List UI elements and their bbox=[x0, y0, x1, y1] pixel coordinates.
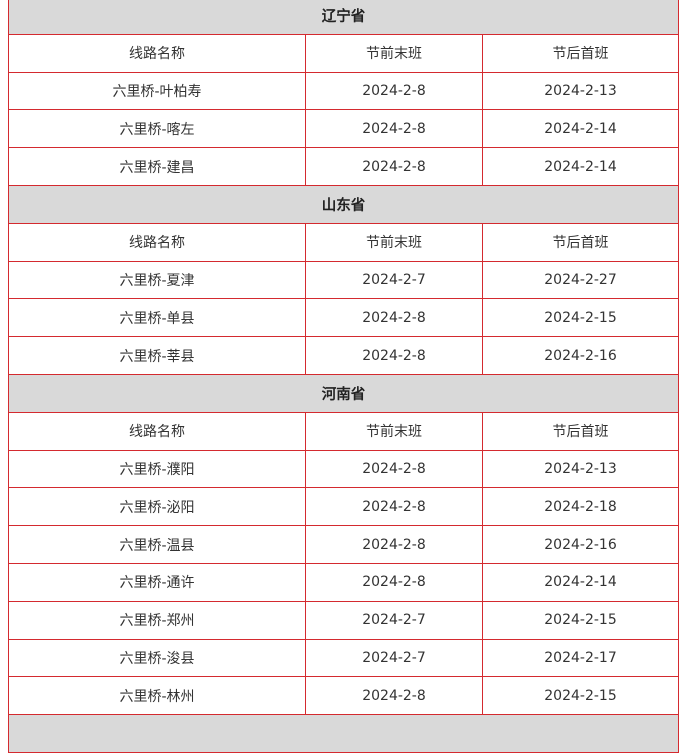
table-row: 六里桥-浚县 2024-2-7 2024-2-17 bbox=[8, 638, 680, 678]
province-header-row: 山东省 bbox=[7, 184, 680, 224]
last-departure-before-holiday: 2024-2-8 bbox=[305, 109, 483, 149]
table-row: 六里桥-濮阳 2024-2-8 2024-2-13 bbox=[8, 449, 680, 489]
last-departure-before-holiday: 2024-2-8 bbox=[305, 487, 483, 527]
table-row: 六里桥-建昌 2024-2-8 2024-2-14 bbox=[8, 147, 680, 186]
route-name: 六里桥-泌阳 bbox=[8, 487, 306, 527]
last-departure-before-holiday: 2024-2-8 bbox=[305, 676, 483, 716]
route-name: 六里桥-单县 bbox=[8, 298, 306, 338]
route-name: 六里桥-夏津 bbox=[8, 260, 306, 300]
table-row: 六里桥-莘县 2024-2-8 2024-2-16 bbox=[8, 336, 680, 375]
table-row: 六里桥-喀左 2024-2-8 2024-2-14 bbox=[8, 109, 680, 149]
first-departure-after-holiday: 2024-2-17 bbox=[481, 638, 680, 678]
route-name: 六里桥-叶柏寿 bbox=[8, 71, 306, 111]
last-departure-before-holiday: 2024-2-8 bbox=[305, 71, 483, 111]
schedule-table-container: 辽宁省 线路名称 节前末班 节后首班 六里桥-叶柏寿 2024-2-8 2024-2-13 六… bbox=[7, 0, 680, 753]
table-row: 六里桥-温县 2024-2-8 2024-2-16 bbox=[8, 525, 680, 564]
first-after-holiday-header: 节后首班 bbox=[481, 411, 680, 451]
last-departure-before-holiday: 2024-2-7 bbox=[305, 260, 483, 300]
province-title bbox=[7, 714, 680, 753]
first-after-holiday-header: 节后首班 bbox=[481, 222, 680, 262]
last-before-holiday-header: 节前末班 bbox=[305, 411, 483, 451]
table-row: 六里桥-泌阳 2024-2-8 2024-2-18 bbox=[8, 487, 680, 527]
last-departure-before-holiday: 2024-2-8 bbox=[305, 562, 483, 602]
next-province-header-row bbox=[7, 714, 680, 753]
last-departure-before-holiday: 2024-2-8 bbox=[305, 525, 483, 564]
last-before-holiday-header: 节前末班 bbox=[305, 222, 483, 262]
route-name: 六里桥-建昌 bbox=[8, 147, 306, 186]
province-title: 辽宁省 bbox=[7, 0, 680, 35]
route-name-header: 线路名称 bbox=[8, 222, 306, 262]
table-row: 六里桥-通许 2024-2-8 2024-2-14 bbox=[8, 562, 680, 602]
first-departure-after-holiday: 2024-2-14 bbox=[481, 562, 680, 602]
first-departure-after-holiday: 2024-2-15 bbox=[481, 676, 680, 716]
route-name: 六里桥-温县 bbox=[8, 525, 306, 564]
last-departure-before-holiday: 2024-2-8 bbox=[305, 449, 483, 489]
first-departure-after-holiday: 2024-2-15 bbox=[481, 298, 680, 338]
province-title: 山东省 bbox=[7, 184, 680, 224]
column-header-row: 线路名称 节前末班 节后首班 bbox=[8, 222, 680, 262]
first-departure-after-holiday: 2024-2-15 bbox=[481, 600, 680, 640]
route-name: 六里桥-喀左 bbox=[8, 109, 306, 149]
table-row: 六里桥-林州 2024-2-8 2024-2-15 bbox=[8, 676, 680, 716]
province-header-row: 河南省 bbox=[7, 373, 680, 413]
last-departure-before-holiday: 2024-2-8 bbox=[305, 147, 483, 186]
column-header-row: 线路名称 节前末班 节后首班 bbox=[8, 33, 680, 73]
last-departure-before-holiday: 2024-2-7 bbox=[305, 600, 483, 640]
route-name: 六里桥-林州 bbox=[8, 676, 306, 716]
last-departure-before-holiday: 2024-2-7 bbox=[305, 638, 483, 678]
last-before-holiday-header: 节前末班 bbox=[305, 33, 483, 73]
first-departure-after-holiday: 2024-2-16 bbox=[481, 336, 680, 375]
table-row: 六里桥-郑州 2024-2-7 2024-2-15 bbox=[8, 600, 680, 640]
route-name: 六里桥-郑州 bbox=[8, 600, 306, 640]
province-title: 河南省 bbox=[7, 373, 680, 413]
table-row: 六里桥-夏津 2024-2-7 2024-2-27 bbox=[8, 260, 680, 300]
last-departure-before-holiday: 2024-2-8 bbox=[305, 298, 483, 338]
last-departure-before-holiday: 2024-2-8 bbox=[305, 336, 483, 375]
first-after-holiday-header: 节后首班 bbox=[481, 33, 680, 73]
first-departure-after-holiday: 2024-2-16 bbox=[481, 525, 680, 564]
first-departure-after-holiday: 2024-2-14 bbox=[481, 109, 680, 149]
route-name: 六里桥-濮阳 bbox=[8, 449, 306, 489]
schedule-table: 辽宁省 线路名称 节前末班 节后首班 六里桥-叶柏寿 2024-2-8 2024-2-13 六… bbox=[7, 0, 680, 753]
first-departure-after-holiday: 2024-2-14 bbox=[481, 147, 680, 186]
route-name-header: 线路名称 bbox=[8, 411, 306, 451]
province-header-row: 辽宁省 bbox=[7, 0, 680, 35]
first-departure-after-holiday: 2024-2-13 bbox=[481, 71, 680, 111]
route-name-header: 线路名称 bbox=[8, 33, 306, 73]
table-row: 六里桥-单县 2024-2-8 2024-2-15 bbox=[8, 298, 680, 338]
column-header-row: 线路名称 节前末班 节后首班 bbox=[8, 411, 680, 451]
route-name: 六里桥-通许 bbox=[8, 562, 306, 602]
first-departure-after-holiday: 2024-2-27 bbox=[481, 260, 680, 300]
route-name: 六里桥-莘县 bbox=[8, 336, 306, 375]
first-departure-after-holiday: 2024-2-18 bbox=[481, 487, 680, 527]
first-departure-after-holiday: 2024-2-13 bbox=[481, 449, 680, 489]
route-name: 六里桥-浚县 bbox=[8, 638, 306, 678]
table-row: 六里桥-叶柏寿 2024-2-8 2024-2-13 bbox=[8, 71, 680, 111]
